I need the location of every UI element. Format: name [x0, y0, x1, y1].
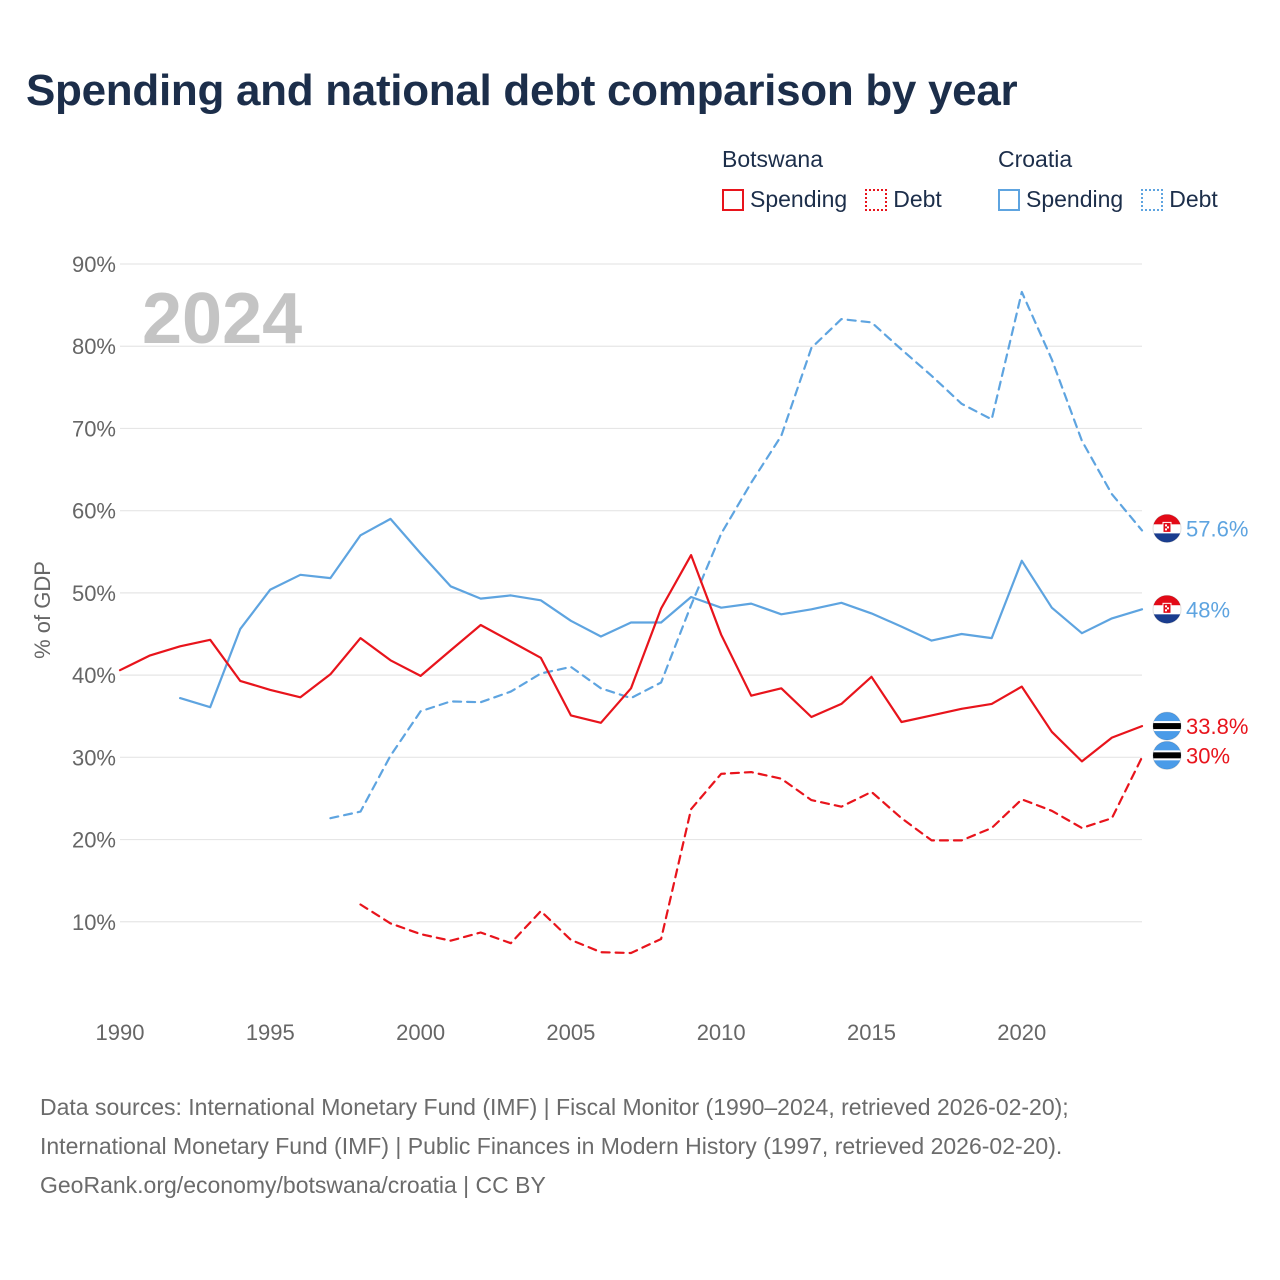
grid-lines	[120, 263, 1142, 923]
legend-country-botswana: Botswana	[722, 146, 824, 172]
legend-item-croatia-spending[interactable]: Spending	[998, 186, 1123, 213]
botswana-debt-flag-icon	[1152, 740, 1182, 770]
swatch-solid-icon	[722, 188, 744, 211]
x-axis-ticks: 1990 1995 2000 2005 2010 2015 2020	[96, 1020, 1047, 1045]
botswana-spending-line[interactable]	[118, 553, 1144, 763]
legend-label: Spending	[750, 186, 848, 212]
end-labels: 57.6% 48% 33.8% 30%	[1186, 516, 1248, 768]
y-tick-label: 80%	[72, 334, 116, 359]
x-tick-label: 1990	[96, 1020, 145, 1045]
x-tick-label: 2005	[546, 1020, 595, 1045]
croatia-debt-flag-icon	[1152, 513, 1182, 543]
legend-label: Debt	[1169, 186, 1218, 212]
legend-botswana: Botswana Spending Debt	[722, 144, 942, 213]
y-tick-label: 90%	[72, 252, 116, 277]
y-tick-label: 50%	[72, 581, 116, 606]
x-tick-label: 2000	[396, 1020, 445, 1045]
legend-croatia: Croatia Spending Debt	[998, 144, 1218, 213]
end-markers	[1152, 513, 1182, 770]
botswana-spending-end-label: 33.8%	[1186, 714, 1248, 739]
x-tick-label: 2020	[997, 1020, 1046, 1045]
footer-line: International Monetary Fund (IMF) | Publ…	[40, 1133, 1063, 1159]
y-tick-label: 20%	[72, 828, 116, 853]
footer-sources: Data sources: International Monetary Fun…	[40, 1088, 1069, 1205]
botswana-debt-line[interactable]	[359, 756, 1144, 955]
croatia-debt-end-label: 57.6%	[1186, 516, 1248, 541]
y-tick-label: 30%	[72, 745, 116, 770]
legend-label: Spending	[1026, 186, 1124, 212]
footer-line[interactable]: GeoRank.org/economy/botswana/croatia | C…	[40, 1172, 546, 1198]
y-axis-label: % of GDP	[30, 561, 55, 659]
legend-item-croatia-debt[interactable]: Debt	[1141, 186, 1218, 213]
legend-country-croatia: Croatia	[998, 146, 1073, 172]
botswana-debt-end-label: 30%	[1186, 743, 1230, 768]
botswana-spending-flag-icon	[1152, 711, 1182, 741]
y-tick-label: 10%	[72, 910, 116, 935]
chart-title: Spending and national debt comparison by…	[26, 66, 1018, 115]
legend-item-botswana-spending[interactable]: Spending	[722, 186, 847, 213]
x-tick-label: 2010	[697, 1020, 746, 1045]
y-axis-ticks: 10% 20% 30% 40% 50% 60% 70% 80% 90%	[72, 252, 116, 935]
line-chart: 10% 20% 30% 40% 50% 60% 70% 80% 90% 1990 1995 2000…	[30, 252, 1248, 1045]
series-lines	[118, 290, 1144, 955]
legend-item-botswana-debt[interactable]: Debt	[865, 186, 942, 213]
year-watermark: 2024	[142, 279, 302, 359]
croatia-spending-line[interactable]	[179, 517, 1144, 709]
legend-label: Debt	[893, 186, 942, 212]
y-tick-label: 40%	[72, 663, 116, 688]
swatch-dotted-icon	[1141, 188, 1164, 211]
swatch-dotted-icon	[865, 188, 888, 211]
x-tick-label: 2015	[847, 1020, 896, 1045]
swatch-solid-icon	[998, 188, 1020, 211]
y-tick-label: 70%	[72, 416, 116, 441]
x-tick-label: 1995	[246, 1020, 295, 1045]
croatia-spending-end-label: 48%	[1186, 597, 1230, 622]
croatia-debt-line[interactable]	[329, 290, 1144, 820]
y-tick-label: 60%	[72, 499, 116, 524]
croatia-spending-flag-icon	[1152, 594, 1182, 624]
footer-line: Data sources: International Monetary Fun…	[40, 1094, 1069, 1120]
